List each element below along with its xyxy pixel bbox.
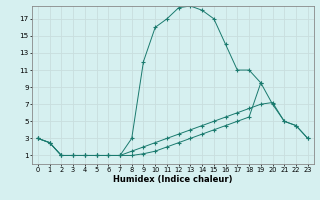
X-axis label: Humidex (Indice chaleur): Humidex (Indice chaleur) bbox=[113, 175, 233, 184]
